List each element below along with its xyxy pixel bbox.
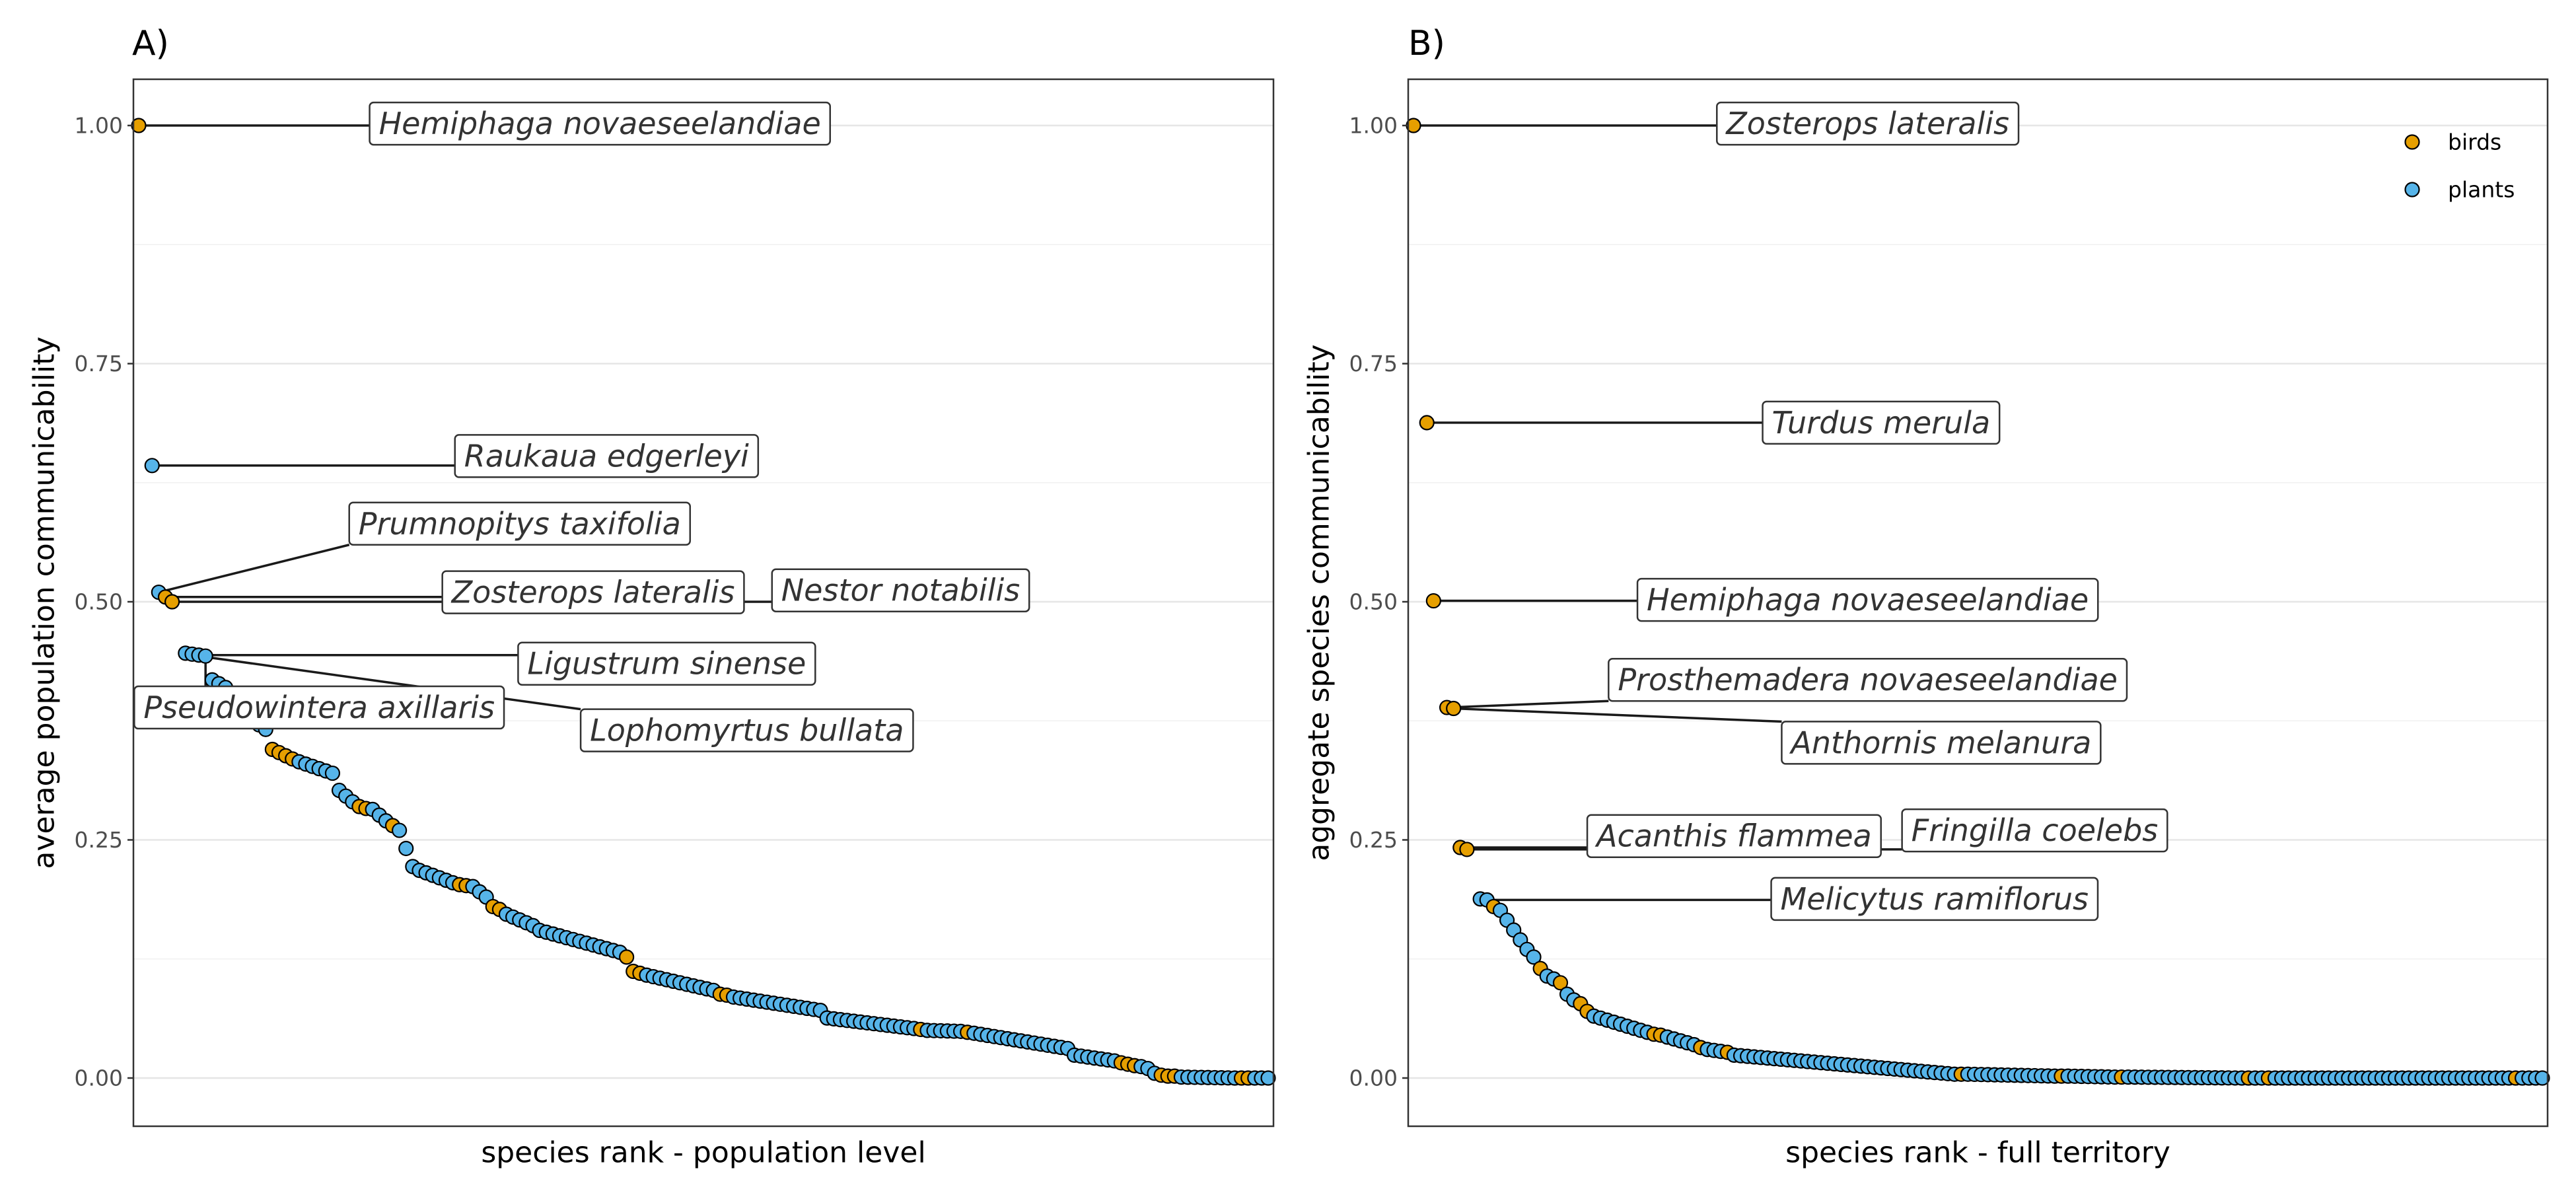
data-point-plants (144, 458, 160, 474)
species-label-box (133, 685, 505, 730)
species-label-text: Anthornis melanura (1789, 725, 2091, 760)
y-tick-label: 0.00 (75, 1065, 123, 1091)
species-label-box (517, 641, 816, 686)
label-leader-line (1447, 700, 1609, 709)
species-label-box (1716, 101, 2020, 146)
legend-label-birds: birds (2448, 129, 2501, 155)
species-label-box (441, 570, 745, 614)
x-axis-title: species rank - population level (481, 1136, 925, 1170)
points (1406, 118, 2550, 1086)
data-point-plants (398, 840, 414, 857)
species-label-box (1770, 877, 2099, 921)
data-point-plants (324, 765, 341, 781)
panel-tag: B) (1408, 24, 1445, 63)
legend-key-plants (2404, 182, 2420, 198)
panel-b: Zosterops lateralis Turdus merula Hemiphag… (1303, 24, 2550, 1170)
data-point-plants (197, 648, 213, 664)
data-point-birds (1459, 842, 1475, 857)
data-point-birds (1419, 415, 1435, 431)
species-label-text: Turdus merula (1772, 405, 1991, 441)
data-point-birds (619, 949, 635, 965)
species-label-text: Prosthemadera novaeseelandiae (1618, 662, 2118, 698)
data-point-plants (1526, 949, 1542, 965)
data-point-plants (1260, 1070, 1276, 1086)
y-tick-label: 0.50 (1349, 589, 1398, 615)
panel-tag: A) (132, 24, 169, 63)
species-label-box (1762, 400, 2001, 445)
y-tick-label: 0.75 (75, 351, 123, 377)
species-label-text: Hemiphaga novaeseelandiae (1647, 582, 2089, 618)
y-tick-label: 0.75 (1349, 351, 1398, 377)
species-label-box (1608, 657, 2128, 702)
y-axis-title: aggregate species communicability (1303, 344, 1336, 861)
data-point-birds (164, 594, 180, 610)
species-label-box (1901, 808, 2168, 853)
data-point-plants (392, 822, 408, 838)
data-point-plants (2534, 1070, 2550, 1086)
label-leader-line (192, 654, 581, 711)
panel-border (1407, 78, 2549, 1128)
species-label-text: Raukaua edgerleyi (464, 438, 749, 474)
species-label-text: Lophomyrtus bullata (590, 713, 904, 748)
species-label-box (1636, 577, 2099, 622)
y-tick-label: 0.25 (1349, 827, 1398, 853)
species-label-text: Prumnopitys taxifolia (359, 506, 681, 542)
species-label-text: Melicytus ramiflorus (1781, 881, 2089, 917)
species-label-box (454, 434, 760, 478)
species-label-box (771, 568, 1030, 612)
legend-label-plants: plants (2448, 177, 2515, 203)
data-point-birds (1425, 593, 1441, 609)
panel-border (132, 78, 1275, 1128)
species-label-text: Hemiphaga novaeseelandiae (379, 106, 821, 141)
species-label-text: Ligustrum sinense (527, 646, 806, 682)
legend-key-birds (2404, 134, 2420, 150)
species-labels: Zosterops lateralis Turdus merula Hemiphag… (1586, 101, 2168, 921)
species-label-text: Fringilla coelebs (1912, 812, 2159, 848)
species-label-text: Pseudowintera axillaris (143, 690, 495, 725)
species-label-box (1586, 814, 1882, 858)
data-point-birds (1446, 700, 1462, 717)
species-label-text: Zosterops lateralis (450, 575, 735, 610)
species-label-box (579, 708, 914, 752)
y-axis-title: average population communicability (28, 336, 61, 869)
species-label-box (348, 501, 692, 546)
x-axis-title: species rank - full territory (1785, 1136, 2170, 1170)
species-labels: Hemiphaga novaeseelandiae Raukaua edgerle… (133, 101, 1030, 752)
y-tick-label: 0.00 (1349, 1065, 1398, 1091)
species-label-text: Acanthis flammea (1594, 818, 1872, 854)
species-label-box (1781, 721, 2102, 765)
species-label-text: Zosterops lateralis (1725, 106, 2009, 141)
points (131, 118, 1276, 1086)
label-leader-line (1453, 707, 1782, 723)
y-tick-label: 0.50 (75, 589, 123, 615)
y-tick-label: 0.25 (75, 827, 123, 853)
y-tick-label: 1.00 (1349, 113, 1398, 139)
data-point-birds (1552, 975, 1569, 991)
species-label-box (369, 101, 832, 146)
legend: birds plants (2404, 129, 2515, 203)
panel-a: Hemiphaga novaeseelandiae Raukaua edgerle… (28, 24, 1276, 1170)
label-leader-line (158, 544, 350, 594)
y-tick-label: 1.00 (75, 113, 123, 139)
species-label-text: Nestor notabilis (781, 573, 1020, 608)
